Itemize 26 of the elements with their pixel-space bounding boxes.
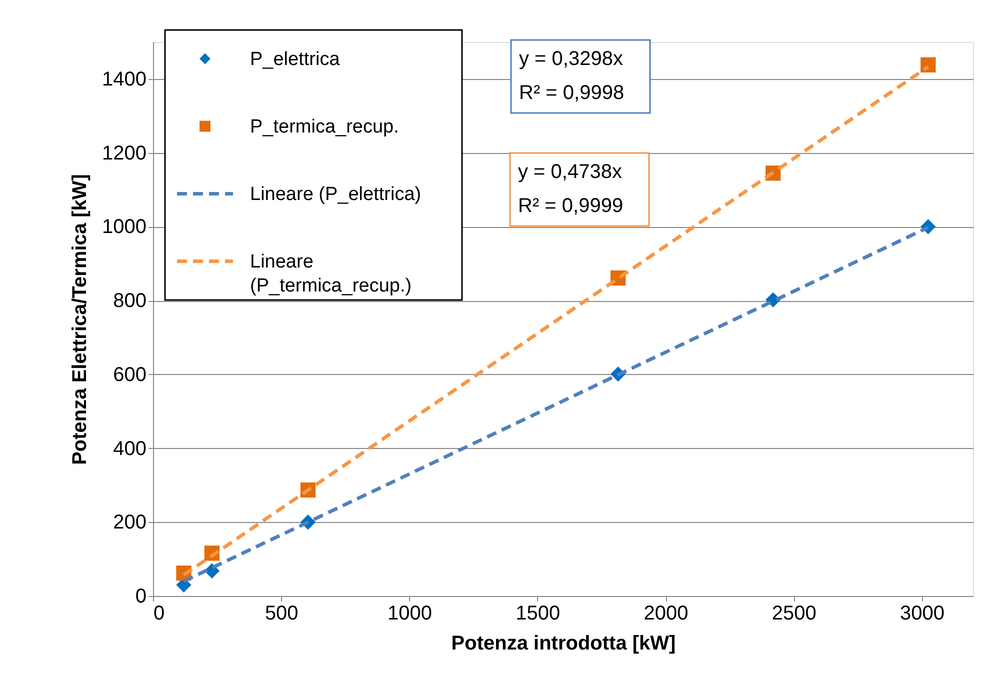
y-tick-label: 400: [113, 438, 146, 460]
y-tick-label: 0: [135, 586, 146, 608]
annotation: y = 0,3298x: [519, 48, 623, 70]
legend-label: P_termica_recup.: [250, 116, 399, 138]
y-tick-label: 600: [113, 364, 146, 386]
y-tick-label: 1000: [102, 216, 146, 238]
y-axis-title: Potenza Elettrica/Termica [kW]: [69, 174, 92, 465]
y-tick-label: 200: [113, 512, 146, 534]
annotation: R² = 0,9999: [518, 195, 624, 217]
x-tick-label: 1500: [516, 602, 560, 624]
x-axis-title: Potenza introdotta [kW]: [451, 632, 676, 654]
x-tick-label: 3000: [900, 602, 944, 624]
y-tick-label: 800: [113, 290, 146, 312]
legend-label: Lineare (P_termica_recup.): [250, 251, 412, 296]
x-tick-label: 500: [264, 602, 298, 624]
legend-label: Lineare (P_elettrica): [250, 184, 422, 205]
y-tick-label: 1400: [102, 68, 146, 90]
x-tick-label: 1000: [388, 602, 432, 624]
annotation: R² = 0,9998: [519, 82, 624, 104]
annotation: y = 0,4738x: [518, 161, 622, 183]
x-tick-label: 2500: [772, 602, 816, 624]
point: [920, 57, 936, 72]
legend-label: P_elettrica: [250, 48, 340, 70]
y-tick-label: 1200: [102, 142, 146, 164]
x-tick-label: 0: [154, 602, 165, 624]
x-tick-label: 2000: [644, 602, 688, 624]
